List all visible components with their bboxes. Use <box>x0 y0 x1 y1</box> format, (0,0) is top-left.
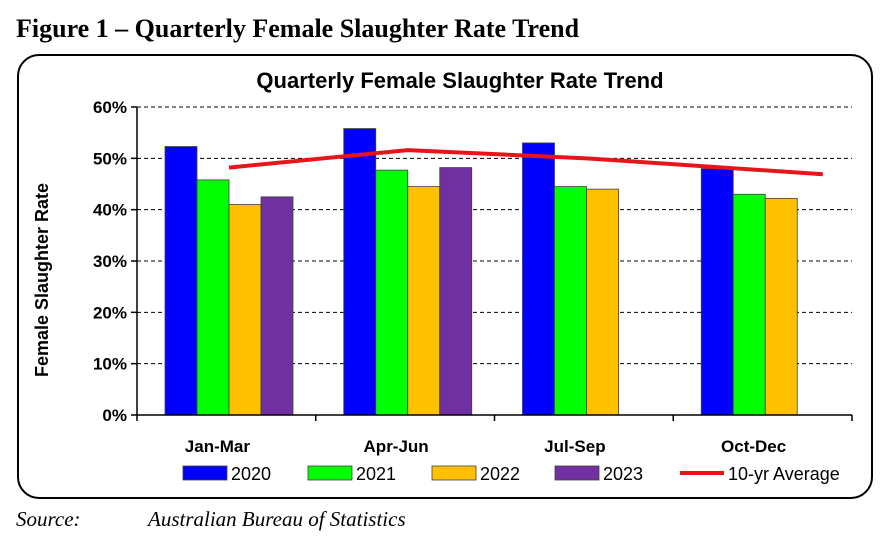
legend-label-2020: 2020 <box>231 464 271 484</box>
axes: 0% 10% 20% 30% 40% 50% 60% Jan-Mar Apr-Jun Jul-Se… <box>93 98 853 456</box>
x-category-label: Jul-Sep <box>544 437 605 456</box>
y-tick-label: 10% <box>93 355 127 374</box>
line-10-yr Average <box>228 148 823 177</box>
average-line <box>228 148 823 177</box>
bar-2022-Oct-Dec <box>764 197 798 416</box>
y-tick-label: 50% <box>93 149 127 168</box>
legend-swatch-2021 <box>307 465 353 481</box>
bar-2020-Oct-Dec <box>700 168 734 416</box>
legend-label-2022: 2022 <box>480 464 520 484</box>
y-axis-label: Female Slaughter Rate <box>32 183 52 377</box>
legend-swatch-2020 <box>182 465 228 481</box>
x-category-label: Apr-Jun <box>364 437 429 456</box>
x-category-label: Jan-Mar <box>185 437 251 456</box>
legend-label-2021: 2021 <box>356 464 396 484</box>
bar-2022-Jul-Sep <box>586 188 619 416</box>
y-tick-label: 60% <box>93 98 127 117</box>
source-note: Source: Australian Bureau of Statistics <box>16 507 406 532</box>
bar-2023-Jan-Mar <box>260 196 294 416</box>
legend-label-10-yr Average: 10-yr Average <box>728 464 840 484</box>
bar-2021-Apr-Jun <box>375 169 409 416</box>
bar-2020-Jan-Mar <box>164 146 198 416</box>
bar-2022-Jan-Mar <box>228 204 262 416</box>
bar-2021-Jul-Sep <box>554 186 587 416</box>
source-label: Source: <box>16 507 81 531</box>
source-text: Australian Bureau of Statistics <box>148 507 406 531</box>
y-tick-label: 0% <box>102 406 127 425</box>
figure-heading: Figure 1 – Quarterly Female Slaughter Ra… <box>16 14 580 43</box>
y-tick-label: 20% <box>93 303 127 322</box>
chart-title: Quarterly Female Slaughter Rate Trend <box>256 68 663 93</box>
legend-label-2023: 2023 <box>603 464 643 484</box>
legend: 2020 2021 2022 2023 10-yr Average <box>182 464 840 484</box>
legend-swatch-2022 <box>431 465 477 481</box>
bar-2021-Oct-Dec <box>732 193 766 416</box>
legend-swatch-2023 <box>554 465 600 481</box>
bar-2021-Jan-Mar <box>196 179 230 416</box>
bar-2020-Jul-Sep <box>522 142 555 416</box>
bar-2022-Apr-Jun <box>407 186 441 416</box>
bar-2020-Apr-Jun <box>343 128 377 416</box>
y-tick-label: 40% <box>93 201 127 220</box>
bars <box>164 128 798 416</box>
bar-2023-Apr-Jun <box>439 167 473 416</box>
x-category-label: Oct-Dec <box>721 437 786 456</box>
y-tick-label: 30% <box>93 252 127 271</box>
